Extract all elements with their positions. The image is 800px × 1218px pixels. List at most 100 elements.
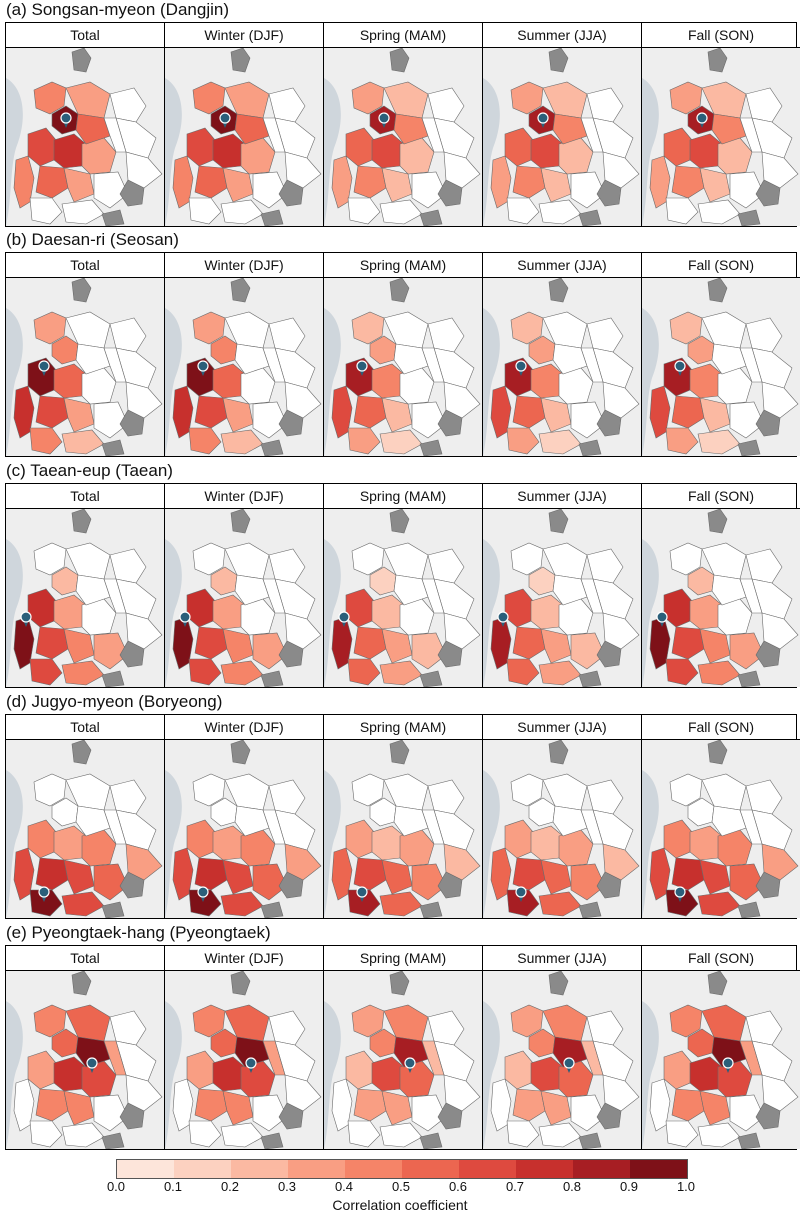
region-inner-west: [689, 133, 723, 169]
region-east-3: [443, 843, 481, 881]
region-center-north: [383, 773, 429, 811]
region-grey-east: [755, 871, 781, 899]
region-cheongyang: [699, 397, 731, 433]
region-boryeong: [29, 1120, 63, 1148]
region-north-tip: [548, 971, 569, 996]
source-marker-icon: [179, 611, 191, 627]
region-buyeo: [697, 199, 741, 225]
source-marker-icon: [515, 360, 527, 376]
choropleth-map: [483, 509, 640, 687]
region-seosan: [345, 819, 375, 859]
region-buyeo: [379, 429, 423, 455]
region-north-tip: [548, 48, 569, 73]
region-center-east: [103, 117, 127, 153]
map-area: [6, 48, 164, 226]
region-east-1: [745, 87, 783, 123]
colorbar-bin: [630, 1160, 687, 1178]
region-east-1: [745, 779, 783, 815]
region-hongseong: [353, 395, 387, 429]
region-east-3: [602, 1074, 640, 1112]
region-hongseong: [512, 1088, 546, 1122]
region-inner-west: [212, 1056, 246, 1092]
region-nw-peninsula: [33, 1004, 67, 1038]
region-east-1: [745, 548, 783, 584]
region-center-east: [580, 809, 604, 845]
sea-area: [165, 1001, 182, 1149]
source-marker-icon: [197, 886, 209, 902]
region-east-1: [427, 779, 465, 815]
region-inner-west: [53, 825, 87, 861]
panel-title: Summer (JJA): [483, 253, 641, 278]
choropleth-map: [642, 971, 799, 1149]
sea-area: [165, 770, 182, 918]
region-cheongyang: [381, 628, 413, 664]
region-east-3: [125, 612, 163, 650]
region-buyeo: [538, 429, 582, 455]
region-north-tip: [230, 509, 251, 534]
region-center-east: [103, 578, 127, 614]
region-inner-west: [53, 133, 87, 169]
region-grey-east: [278, 179, 304, 207]
sea-area: [483, 539, 500, 687]
sea-area: [642, 308, 659, 456]
region-buyeo: [61, 660, 105, 686]
source-marker-icon: [563, 1057, 575, 1073]
region-inner-west: [212, 133, 246, 169]
region-center-east: [580, 347, 604, 383]
region-seosan: [504, 1050, 534, 1090]
region-east-1: [109, 317, 147, 353]
region-boryeong: [347, 197, 381, 225]
region-inner-west: [530, 1056, 564, 1092]
region-north-tip: [707, 509, 728, 534]
region-center-north: [224, 542, 270, 580]
region-east-1: [109, 1010, 147, 1046]
region-east-1: [427, 548, 465, 584]
region-grey-east: [437, 1102, 463, 1130]
region-east-1: [109, 87, 147, 123]
region-north-tip: [389, 509, 410, 534]
panel-grid: Total Winter (DJF) Spring (MAM) Summer (JJA…: [5, 945, 800, 1150]
colorbar-bin: [117, 1160, 174, 1178]
choropleth-map: [642, 509, 799, 687]
region-boryeong: [665, 1120, 699, 1148]
choropleth-map: [642, 278, 799, 456]
region-seosan: [186, 127, 216, 167]
region-boryeong: [347, 1120, 381, 1148]
region-center-north: [383, 311, 429, 349]
region-seosan: [663, 127, 693, 167]
region-nw-peninsula: [510, 1004, 544, 1038]
region-center-east: [739, 347, 763, 383]
region-cheongyang: [222, 397, 254, 433]
region-east-3: [602, 612, 640, 650]
region-nw-peninsula: [510, 542, 544, 576]
choropleth-map: [6, 48, 163, 226]
region-taean: [13, 155, 35, 209]
region-taean: [172, 155, 194, 209]
region-buyeo: [697, 429, 741, 455]
sea-area: [165, 308, 182, 456]
region-east-3: [761, 151, 799, 189]
choropleth-map: [483, 971, 640, 1149]
section-title: (c) Taean-eup (Taean): [6, 461, 173, 480]
region-nw-peninsula: [351, 311, 385, 345]
region-boryeong: [665, 197, 699, 225]
map-panel: Spring (MAM): [323, 484, 482, 687]
region-seosan: [27, 127, 57, 167]
region-inner-west: [53, 594, 87, 630]
region-cheongyang: [63, 859, 95, 895]
region-center-north: [65, 81, 111, 119]
region-hongseong: [194, 395, 228, 429]
region-grey-south: [101, 209, 125, 226]
region-gongju: [252, 1094, 288, 1132]
colorbar-tick-label: 0.6: [448, 1179, 468, 1194]
region-center-east: [262, 1040, 286, 1076]
panel-grid: Total Winter (DJF) Spring (MAM) Summer (JJA…: [5, 252, 800, 457]
region-seosan: [186, 819, 216, 859]
source-marker-icon: [38, 360, 50, 376]
region-grey-east: [596, 640, 622, 668]
region-hongseong: [512, 395, 546, 429]
source-marker-icon: [219, 112, 231, 128]
region-grey-east: [278, 640, 304, 668]
map-panel: Summer (JJA): [482, 253, 641, 456]
section-title: (d) Jugyo-myeon (Boryeong): [6, 692, 223, 711]
